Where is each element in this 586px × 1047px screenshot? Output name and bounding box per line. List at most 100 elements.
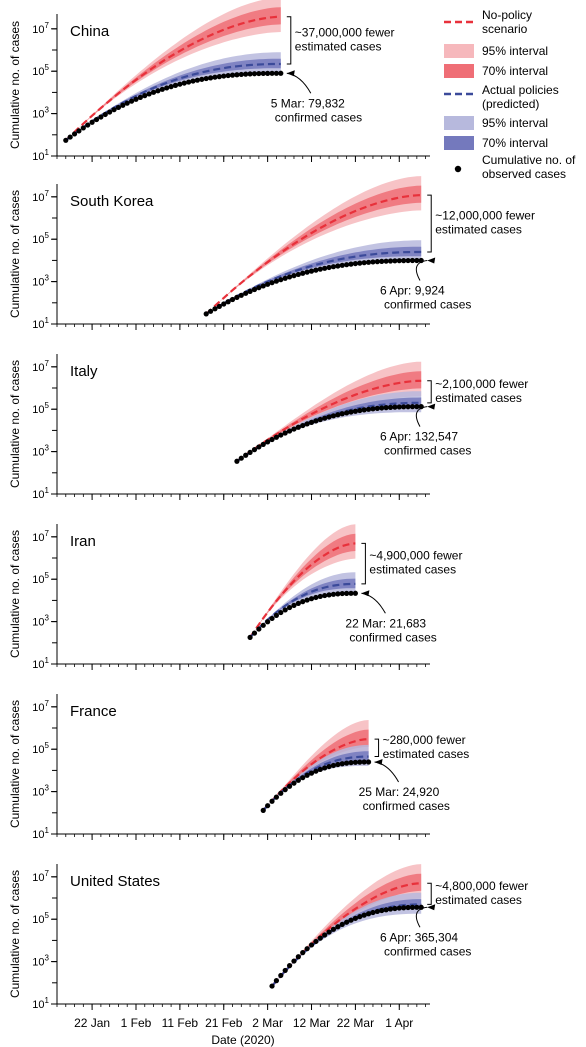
observed-point [308, 268, 315, 274]
observed-point [129, 98, 135, 104]
observed-point [396, 404, 402, 410]
observed-point [93, 116, 100, 123]
confirmed-arrow [415, 406, 428, 427]
observed-point [300, 422, 306, 429]
fewer-cases-line-2: estimated cases [435, 223, 522, 237]
observed-point [76, 128, 82, 134]
observed-point [124, 100, 130, 106]
nopolicy-70-band [236, 371, 422, 462]
y-tick-base: 10 [32, 192, 44, 204]
legend: No-policy scenario 95% interval 70% interva… [444, 8, 576, 181]
observed-point [238, 455, 244, 461]
observed-point [365, 406, 372, 412]
observed-point [392, 905, 398, 912]
y-tick-label: 105 [32, 571, 49, 586]
y-tick-base: 10 [32, 489, 44, 501]
observed-point [282, 967, 288, 974]
confirmed-cases-line-2: confirmed cases [384, 944, 471, 958]
y-tick-exponent: 7 [45, 869, 50, 878]
observed-point [383, 907, 389, 913]
observed-point [370, 259, 376, 265]
observed-point [260, 283, 266, 289]
observed-point [71, 131, 78, 137]
observed-point [260, 441, 266, 447]
observed-point [396, 258, 402, 264]
observed-point [115, 104, 122, 111]
fewer-cases-line-1: ~4,900,000 fewer [369, 549, 462, 563]
observed-point [330, 762, 337, 769]
observed-point [317, 593, 323, 600]
observed-point [291, 426, 297, 432]
observed-point [352, 260, 358, 267]
observed-point [247, 449, 253, 455]
y-tick-base: 10 [32, 24, 44, 36]
observed-point [216, 303, 222, 309]
y-tick-exponent: 3 [45, 614, 50, 623]
observed-point [348, 590, 354, 596]
fewer-cases-annotation: ~280,000 fewer estimated cases [383, 733, 470, 761]
observed-point [295, 424, 301, 430]
observed-point [260, 807, 266, 813]
observed-point [383, 258, 389, 264]
y-axis-label: Cumulative no. of cases [8, 21, 22, 149]
observed-point [63, 137, 69, 143]
observed-point [265, 803, 271, 809]
observed-point [177, 81, 183, 87]
observed-point [352, 408, 358, 414]
observed-point [335, 263, 341, 269]
observed-point [212, 306, 218, 312]
observed-point [322, 592, 328, 599]
observed-point [300, 599, 306, 605]
observed-point [265, 439, 271, 445]
observed-point [203, 311, 209, 317]
panel-title: United States [70, 873, 160, 890]
observed-point [243, 71, 249, 77]
observed-point [308, 770, 315, 776]
observed-point [181, 80, 187, 86]
fewer-cases-line-1: ~2,100,000 fewer [435, 377, 528, 391]
observed-point [300, 775, 306, 781]
observed-point [374, 908, 380, 915]
observed-point [409, 904, 416, 910]
y-tick-label: 103 [32, 106, 49, 121]
observed-point [344, 410, 350, 416]
confirmed-cases-line-1: 6 Apr: 132,547 [380, 430, 458, 444]
y-tick-exponent: 3 [45, 274, 50, 283]
observed-point [225, 72, 231, 79]
x-axis-label: Date (2020) [211, 1033, 274, 1047]
actual-95-band [206, 240, 422, 314]
observed-point [365, 259, 372, 265]
observed-point [335, 761, 341, 768]
y-tick-label: 107 [32, 189, 49, 204]
observed-point [379, 405, 385, 411]
y-tick-base: 10 [32, 617, 44, 629]
observed-point [273, 612, 280, 618]
observed-point [313, 594, 319, 601]
observed-point [300, 950, 306, 956]
observed-point [269, 436, 275, 443]
observed-point [194, 77, 201, 83]
y-tick-base: 10 [32, 659, 44, 671]
y-tick-exponent: 5 [45, 401, 50, 410]
legend-actual-95-swatch [444, 116, 474, 130]
observed-point [85, 122, 91, 128]
observed-point [344, 919, 350, 925]
y-tick-label: 101 [32, 148, 49, 163]
observed-point [365, 759, 372, 765]
observed-point [221, 73, 227, 79]
observed-point [295, 777, 301, 783]
y-tick-exponent: 1 [45, 996, 50, 1005]
x-tick-label: 1 Feb [121, 1016, 152, 1030]
difference-bracket [286, 16, 292, 65]
y-tick-label: 105 [32, 741, 49, 756]
y-tick-label: 103 [32, 954, 49, 969]
nopolicy-line [65, 15, 281, 142]
observed-point [273, 434, 280, 440]
observed-point [365, 911, 372, 917]
y-tick-exponent: 7 [45, 359, 50, 368]
y-tick-label: 101 [32, 826, 49, 841]
observed-point [286, 428, 293, 434]
